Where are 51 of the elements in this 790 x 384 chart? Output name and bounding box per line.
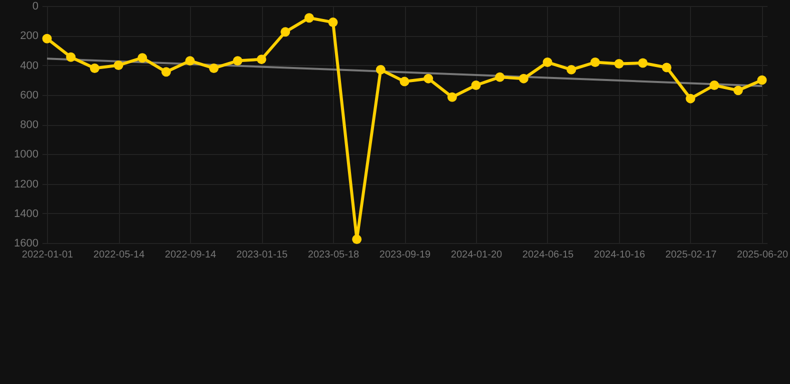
point — [710, 80, 720, 90]
point — [256, 54, 266, 64]
y-tick-label: 1600 — [14, 238, 38, 250]
x-tick-label: 2023-09-19 — [379, 250, 432, 260]
y-tick-label: 1000 — [14, 148, 38, 161]
point — [757, 75, 767, 85]
point — [352, 234, 362, 244]
point — [376, 64, 386, 74]
x-tick-label: 2022-05-14 — [93, 250, 146, 260]
y-tick-label: 1200 — [14, 178, 38, 190]
point — [614, 59, 624, 68]
x-tick-label: 2024-01-20 — [450, 250, 503, 260]
point — [114, 60, 124, 70]
point — [638, 58, 648, 68]
point — [161, 67, 171, 77]
x-tick-label: 2024-06-15 — [522, 250, 574, 260]
point — [686, 94, 696, 104]
y-tick-label: 600 — [20, 89, 38, 102]
y-tick-label: 1400 — [14, 208, 38, 220]
point — [185, 56, 195, 66]
point — [400, 76, 410, 86]
point — [42, 34, 52, 44]
point — [328, 18, 338, 28]
point — [304, 13, 314, 23]
point — [424, 74, 434, 84]
point — [542, 58, 552, 68]
point — [90, 63, 100, 73]
point — [209, 63, 219, 73]
point — [495, 72, 505, 82]
point — [662, 62, 672, 72]
point — [280, 27, 290, 37]
x-tick-label: 2024-10-16 — [594, 250, 646, 260]
point — [590, 58, 600, 68]
x-tick-label: 2023-05-18 — [308, 250, 360, 260]
y-tick-label: 200 — [20, 30, 38, 42]
x-tick-label: 2025-06-20 — [736, 250, 789, 260]
x-tick-label: 2025-02-17 — [665, 250, 718, 260]
x-tick-label: 2022-01-01 — [22, 250, 74, 260]
y-tick-label: 0 — [32, 0, 38, 12]
point — [471, 80, 481, 90]
point — [566, 64, 576, 74]
y-tick-label: 400 — [20, 60, 38, 72]
point — [733, 86, 743, 96]
point — [138, 53, 148, 63]
x-tick-label: 2022-09-14 — [164, 250, 217, 260]
x-tick-label: 2023-01-15 — [236, 250, 288, 260]
y-tick-label: 800 — [20, 119, 38, 131]
point — [518, 74, 528, 84]
point — [66, 52, 76, 62]
point — [447, 92, 457, 102]
point — [232, 56, 242, 66]
